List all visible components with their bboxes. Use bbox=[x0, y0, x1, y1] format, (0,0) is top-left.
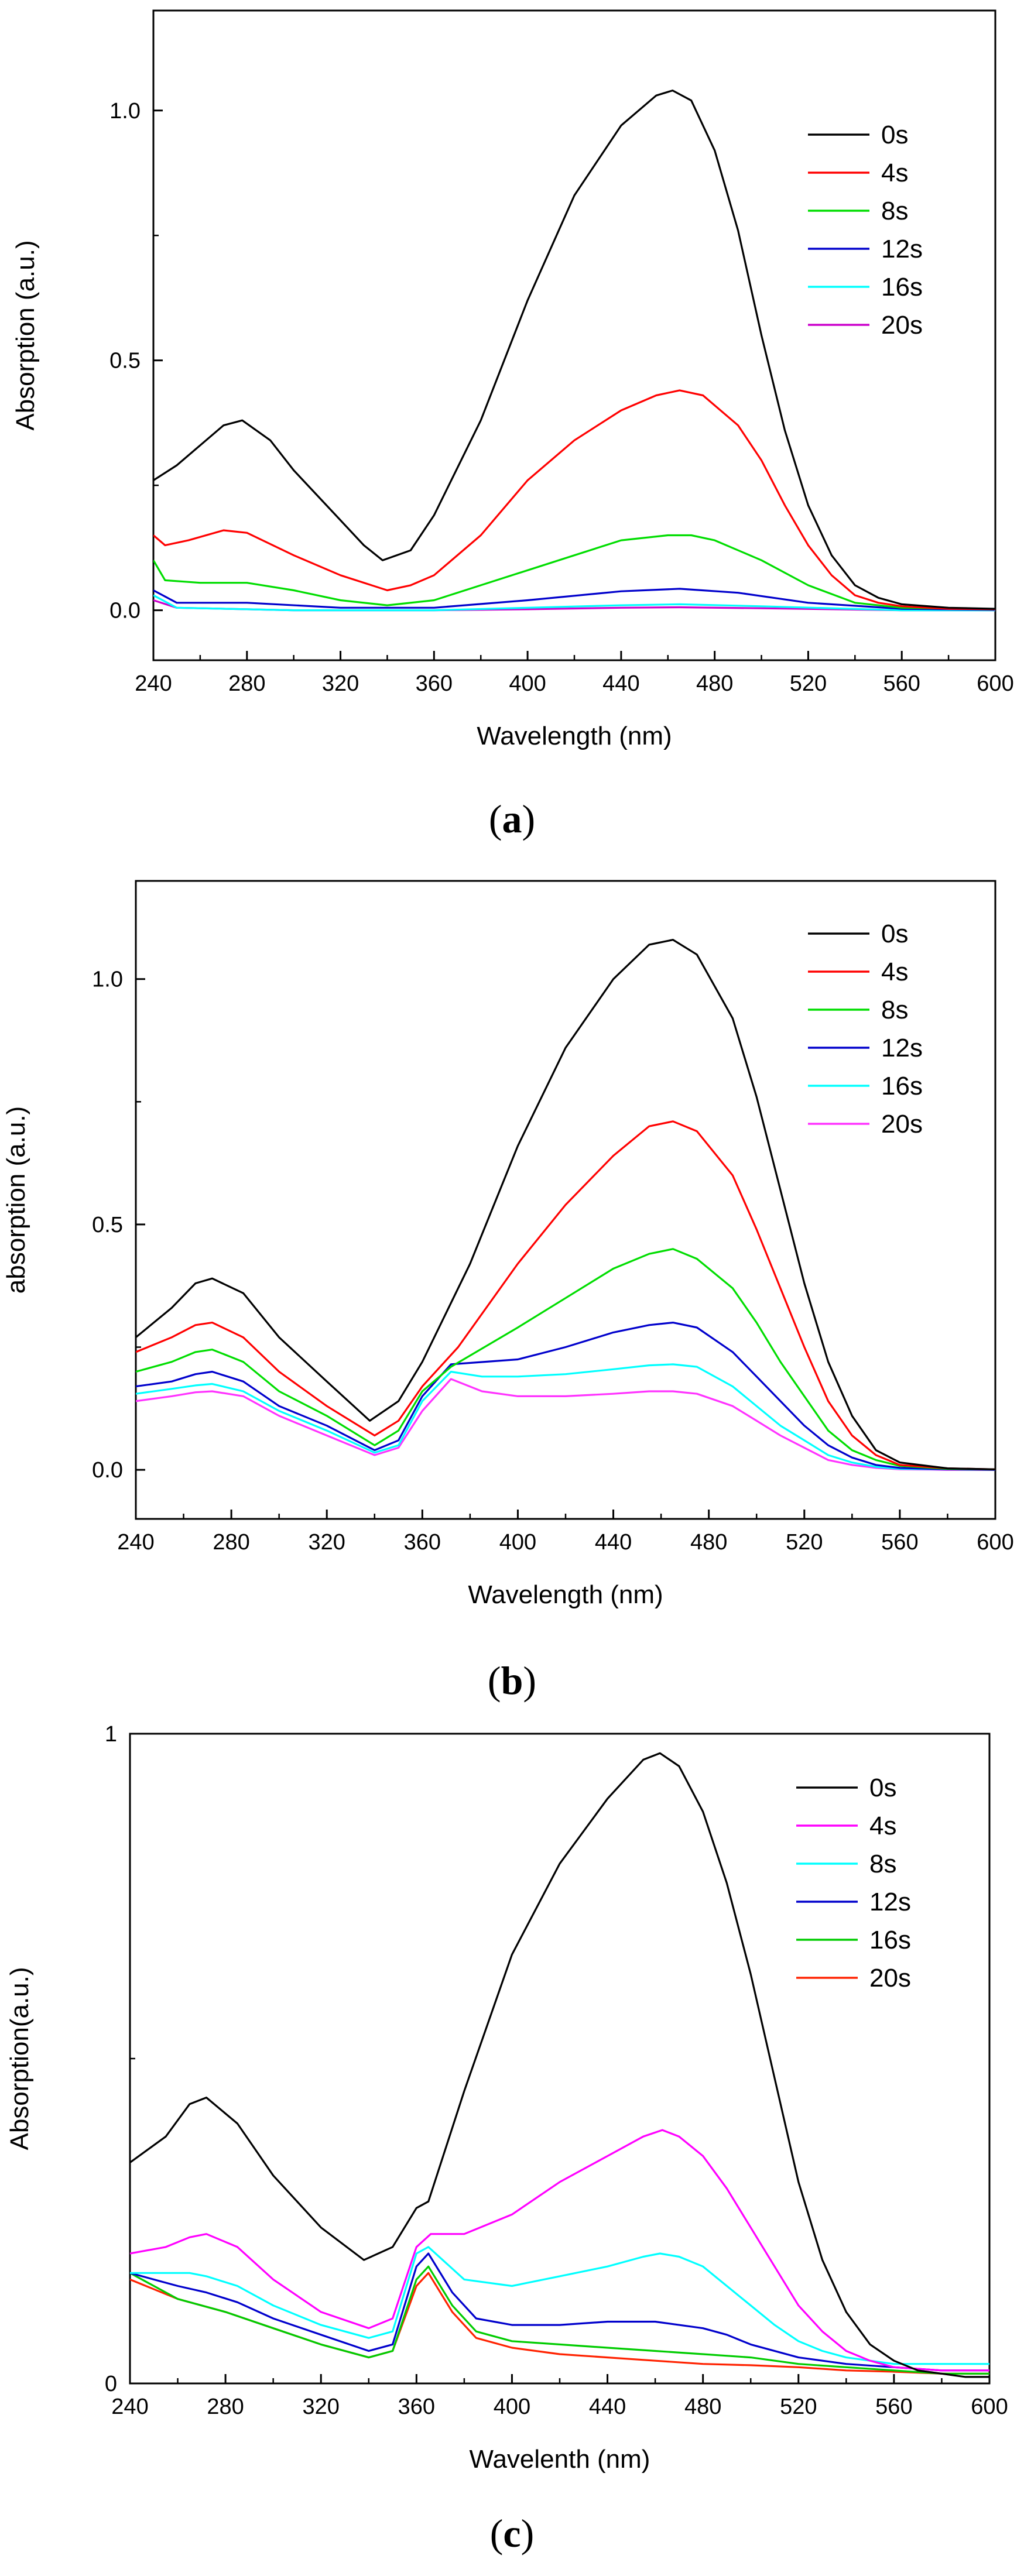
legend-label-8s: 8s bbox=[869, 1850, 896, 1878]
legend-label-8s: 8s bbox=[881, 996, 908, 1024]
legend-label-0s: 0s bbox=[881, 121, 908, 149]
x-tick-label: 520 bbox=[786, 1530, 823, 1555]
x-axis-title: Wavelength (nm) bbox=[477, 722, 672, 750]
legend-label-4s: 4s bbox=[881, 159, 908, 187]
legend-label-0s: 0s bbox=[869, 1774, 896, 1802]
legend-label-20s: 20s bbox=[881, 311, 923, 339]
legend-label-12s: 12s bbox=[881, 1034, 923, 1062]
x-tick-label: 240 bbox=[111, 2395, 148, 2419]
x-tick-label: 240 bbox=[135, 671, 172, 696]
x-tick-label: 400 bbox=[494, 2395, 530, 2419]
series-line-4s bbox=[153, 389, 995, 610]
series-line-12s bbox=[153, 588, 995, 611]
chart-panel-b: 240 280 320 360 400 440 480 520 560 600 0.0 0.5 1.0 W… bbox=[0, 859, 1024, 1717]
series-line-8s bbox=[130, 2246, 989, 2365]
x-tick-label: 440 bbox=[602, 671, 639, 696]
x-tick-label: 600 bbox=[977, 1530, 1013, 1555]
y-tick-label: 0.5 bbox=[109, 349, 141, 373]
legend-label-20s: 20s bbox=[881, 1110, 923, 1138]
x-tick-label: 360 bbox=[416, 671, 453, 696]
series-line-8s bbox=[153, 534, 995, 610]
x-tick-label: 320 bbox=[322, 671, 359, 696]
x-tick-label: 560 bbox=[881, 1530, 918, 1555]
series-line-12s bbox=[136, 1321, 995, 1471]
legend-label-12s: 12s bbox=[869, 1888, 911, 1916]
x-tick-label: 480 bbox=[696, 671, 733, 696]
chart-c: 240 280 320 360 400 440 480 520 560 600 0 1 Wavelent… bbox=[5, 1722, 1008, 2474]
x-tick-label: 280 bbox=[207, 2395, 244, 2419]
x-tick-label: 280 bbox=[213, 1530, 249, 1555]
x-tick-label: 480 bbox=[690, 1530, 727, 1555]
x-axis-title: Wavelength (nm) bbox=[468, 1580, 663, 1609]
y-tick-label: 0.0 bbox=[109, 599, 141, 623]
y-tick-label: 0.5 bbox=[92, 1213, 123, 1237]
caption-c: (c) bbox=[489, 2511, 535, 2556]
x-axis-title: Wavelenth (nm) bbox=[470, 2445, 650, 2474]
x-tick-label: 360 bbox=[404, 1530, 441, 1555]
x-tick-label: 280 bbox=[228, 671, 265, 696]
y-tick-label: 1.0 bbox=[109, 99, 141, 124]
series-line-16s bbox=[153, 594, 995, 612]
x-tick-label: 520 bbox=[780, 2395, 817, 2419]
series-line-16s bbox=[136, 1363, 995, 1471]
legend-label-16s: 16s bbox=[869, 1926, 911, 1954]
y-tick-label: 0.0 bbox=[92, 1458, 123, 1483]
chart-panel-c: 240 280 320 360 400 440 480 520 560 600 0 1 Wavelent… bbox=[0, 1717, 1024, 2576]
legend-label-0s: 0s bbox=[881, 920, 908, 948]
x-tick-label: 360 bbox=[398, 2395, 435, 2419]
x-tick-label: 320 bbox=[303, 2395, 340, 2419]
series-line-8s bbox=[136, 1248, 995, 1470]
plot-frame bbox=[129, 1733, 991, 2385]
x-tick-label: 520 bbox=[790, 671, 827, 696]
series-line-0s bbox=[130, 1752, 989, 2378]
legend-label-4s: 4s bbox=[881, 958, 908, 986]
series-line-4s bbox=[136, 1120, 995, 1470]
x-tick-label: 560 bbox=[883, 671, 920, 696]
x-tick-label: 400 bbox=[499, 1530, 536, 1555]
legend-label-4s: 4s bbox=[869, 1812, 896, 1840]
x-tick-label: 440 bbox=[595, 1530, 632, 1555]
plot-frame bbox=[152, 9, 996, 661]
plot-frame bbox=[135, 880, 996, 1520]
series-line-20s bbox=[136, 1378, 995, 1471]
legend-label-16s: 16s bbox=[881, 273, 923, 301]
series-line-12s bbox=[130, 2252, 989, 2372]
caption-b: (b) bbox=[487, 1658, 537, 1703]
x-tick-label: 240 bbox=[117, 1530, 154, 1555]
x-tick-label: 600 bbox=[971, 2395, 1008, 2419]
legend-label-20s: 20s bbox=[869, 1964, 911, 1992]
series-line-16s bbox=[130, 2265, 989, 2375]
series-line-4s bbox=[130, 2129, 989, 2372]
chart-panel-a: 240 280 320 360 400 440 480 520 560 600 0.0 0.5 1.0 W… bbox=[0, 0, 1024, 859]
x-tick-label: 600 bbox=[977, 671, 1013, 696]
x-tick-label: 320 bbox=[309, 1530, 345, 1555]
legend-label-8s: 8s bbox=[881, 197, 908, 225]
series-line-0s bbox=[136, 939, 995, 1470]
legend-label-16s: 16s bbox=[881, 1072, 923, 1100]
y-axis-title: Absorption (a.u.) bbox=[11, 240, 40, 430]
x-tick-label: 560 bbox=[875, 2395, 912, 2419]
chart-b: 240 280 320 360 400 440 480 520 560 600 0.0 0.5 1.0 W… bbox=[2, 880, 1014, 1609]
y-tick-label: 0 bbox=[105, 2372, 117, 2396]
caption-a: (a) bbox=[488, 797, 536, 841]
chart-a: 240 280 320 360 400 440 480 520 560 600 0.0 0.5 1.0 W… bbox=[11, 9, 1014, 750]
y-axis-title: Absorption(a.u.) bbox=[5, 1967, 34, 2150]
legend-label-12s: 12s bbox=[881, 235, 923, 263]
series-line-0s bbox=[153, 90, 995, 610]
y-tick-label: 1.0 bbox=[92, 968, 123, 992]
y-tick-label: 1 bbox=[105, 1722, 117, 1747]
x-tick-label: 440 bbox=[589, 2395, 626, 2419]
x-tick-label: 400 bbox=[509, 671, 546, 696]
y-axis-title: absorption (a.u.) bbox=[2, 1106, 30, 1294]
x-tick-label: 480 bbox=[684, 2395, 721, 2419]
